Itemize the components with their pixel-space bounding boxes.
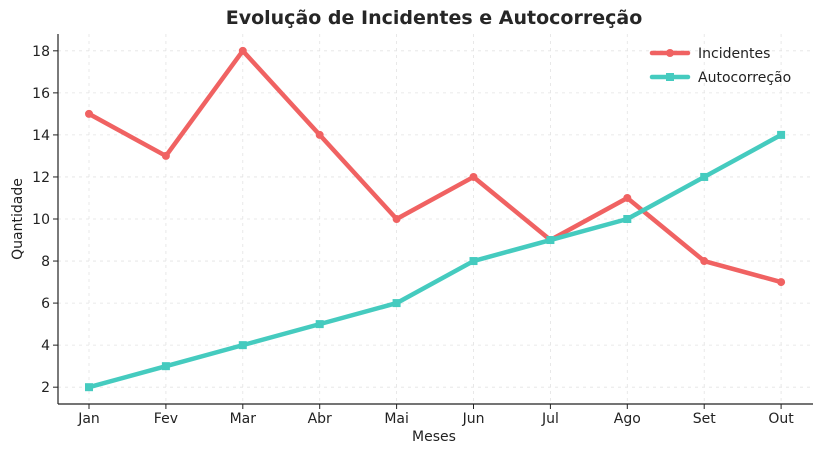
- y-axis-label: Quantidade: [10, 178, 26, 260]
- x-tick-label: Abr: [308, 411, 332, 427]
- data-point: [546, 236, 555, 245]
- x-tick-label: Jan: [77, 411, 100, 427]
- legend-label: Incidentes: [698, 46, 770, 62]
- y-tick-label: 10: [32, 212, 50, 228]
- legend: Incidentes Autocorreção: [649, 46, 791, 86]
- data-point: [238, 341, 247, 350]
- series-0: [85, 46, 786, 287]
- y-tick-label: 6: [41, 296, 50, 312]
- ticks: 2 4 6 8 10 12 14 16 18 Jan Fev Mar Abr Mai Jun Jul Ago Se…: [32, 44, 794, 427]
- grid: [58, 34, 813, 404]
- chart-title: Evolução de Incidentes e Autocorreção: [226, 7, 643, 29]
- y-tick-label: 18: [32, 44, 50, 60]
- series-line: [86, 48, 784, 285]
- series-1: [85, 130, 786, 392]
- data-point: [469, 172, 478, 181]
- data-point: [315, 320, 324, 329]
- data-point: [623, 215, 632, 223]
- data-point: [161, 151, 170, 160]
- x-tick-label: Ago: [614, 411, 641, 427]
- data-point: [777, 278, 786, 287]
- data-point: [238, 46, 247, 55]
- x-tick-label: Fev: [154, 411, 178, 427]
- data-point: [469, 257, 478, 266]
- x-tick-label: Set: [693, 411, 717, 427]
- data-point: [777, 130, 786, 139]
- legend-marker: [666, 49, 674, 57]
- data-point: [392, 299, 401, 308]
- series: [85, 46, 786, 392]
- data-point: [85, 109, 93, 118]
- legend-label: Autocorreção: [698, 70, 791, 86]
- y-tick-label: 12: [32, 170, 50, 186]
- data-point: [85, 383, 93, 392]
- legend-marker: [666, 73, 674, 81]
- x-tick-label: Out: [768, 411, 794, 427]
- y-tick-label: 16: [32, 86, 50, 102]
- data-point: [623, 193, 632, 202]
- x-tick-label: Mai: [384, 411, 409, 427]
- data-point: [700, 257, 709, 266]
- x-tick-label: Jun: [462, 411, 485, 427]
- x-axis-label: Meses: [412, 429, 456, 445]
- data-point: [392, 215, 401, 223]
- y-tick-label: 4: [41, 338, 50, 354]
- x-tick-label: Mar: [230, 411, 257, 427]
- data-point: [315, 130, 324, 139]
- x-tick-label: Jul: [541, 411, 559, 427]
- data-point: [161, 362, 170, 371]
- y-tick-label: 14: [32, 128, 50, 144]
- y-tick-label: 2: [41, 380, 50, 396]
- y-tick-label: 8: [41, 254, 50, 270]
- data-point: [700, 172, 709, 181]
- series-line: [86, 132, 784, 390]
